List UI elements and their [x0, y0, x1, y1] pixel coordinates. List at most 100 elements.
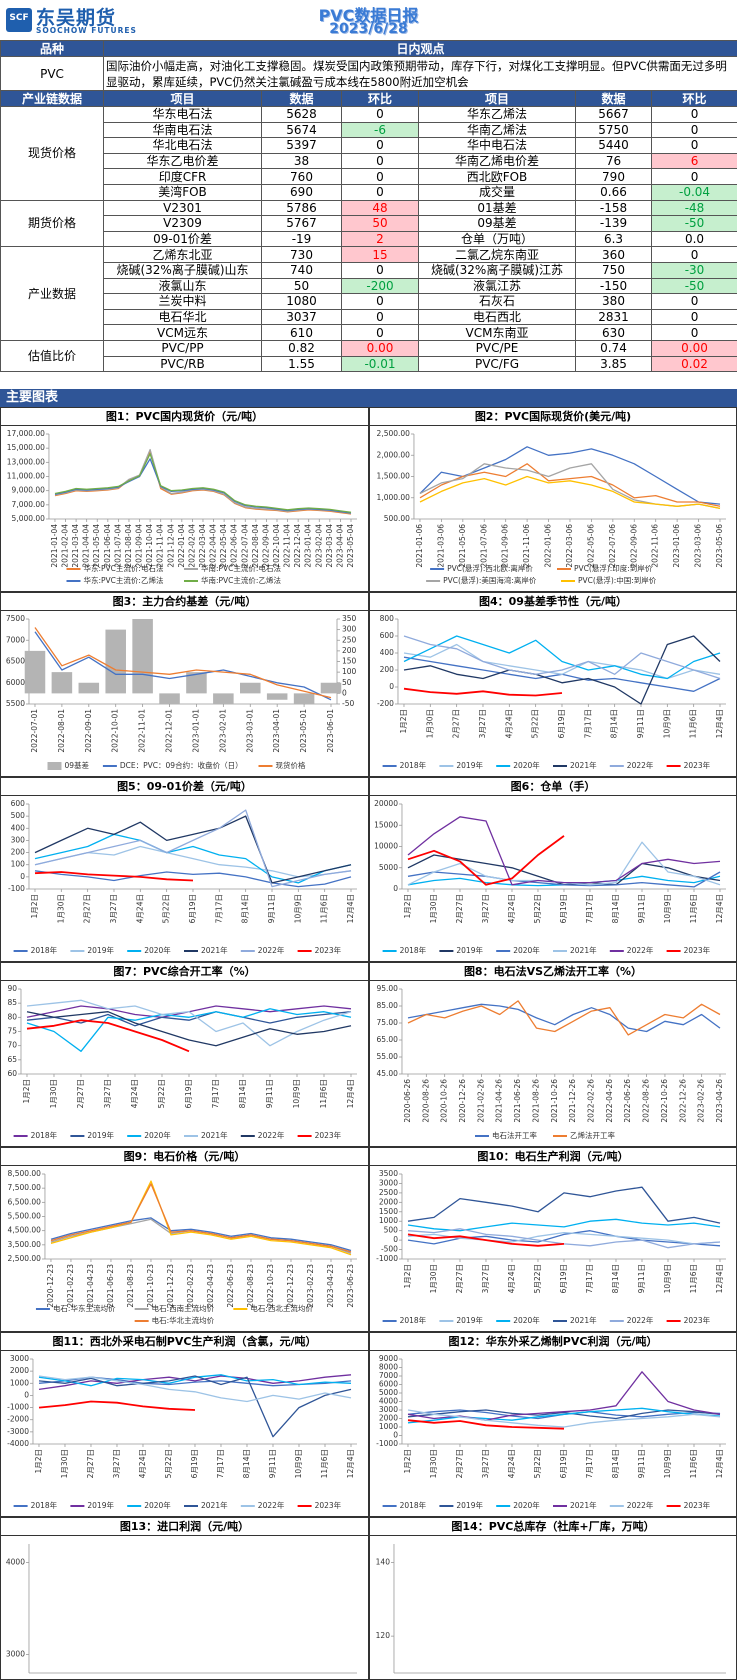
chart-panel: 图12：华东外采乙烯制PVC利润（元/吨） -1000 0 1000 2000 3000 4… [369, 1332, 737, 1517]
x-tick-label: 1月30日 [429, 1449, 438, 1478]
item-cell: VCM远东 [103, 324, 262, 341]
data-table: 品种 日内观点 PVC 国际油价小幅走高，对油化工支撑稳固。煤炭受国内政策预期带动，库… [0, 40, 737, 373]
x-tick-label: 10月9日 [292, 1079, 301, 1108]
y-tick-label: 4000 [6, 1557, 25, 1566]
header-cell: 项目 [418, 90, 576, 107]
series-line [407, 871, 721, 888]
x-tick-label: 10月9日 [663, 1264, 672, 1293]
chart: 120 140 [376, 1544, 726, 1674]
item-cell: 电石华北 [103, 308, 262, 326]
legend-label: 2021年 [201, 1130, 228, 1140]
y-tick-label: 2500 [379, 1188, 398, 1197]
x-tick-label: 5月22日 [531, 709, 540, 738]
x-tick-label: 2022-04-23 [206, 1264, 215, 1308]
x-tick-label: 3月27日 [109, 894, 118, 923]
x-tick-label: 3月27日 [112, 1449, 121, 1478]
x-tick-label: 1月2日 [403, 894, 412, 919]
item-cell: 二氯乙烷东南亚 [418, 246, 576, 263]
series-line [38, 1374, 352, 1387]
y-tick-label: 0 [393, 884, 398, 893]
x-tick-label: 2022-11-04 [283, 524, 292, 568]
legend-label: 2023年 [315, 1130, 342, 1140]
x-tick-label: 11月6日 [689, 1449, 698, 1478]
value-cell: 76 [575, 152, 652, 170]
item-cell: 仓单（万吨） [418, 230, 576, 248]
y2-tick-label: 250 [342, 635, 357, 644]
x-tick-label: 8月14日 [611, 894, 620, 923]
legend-label: 2019年 [456, 760, 483, 770]
y-tick-label: 2,000.00 [377, 450, 411, 459]
report-date: 2023/6/28 [329, 21, 408, 37]
series-line [407, 835, 565, 886]
x-tick-label: 1月2日 [30, 894, 39, 919]
y-tick-label: -100 [8, 884, 25, 893]
x-tick-label: 2022-11-01 [138, 709, 147, 753]
chart-title: 图6：仓单（手） [370, 778, 736, 796]
y-tick-label: 1,500.00 [377, 472, 411, 481]
x-tick-label: 2022-07-06 [608, 524, 617, 568]
bar [293, 693, 315, 704]
legend-label: PVC(悬浮):印度:到岸价 [574, 563, 653, 573]
x-tick-label: 2020-12-26 [458, 1079, 467, 1123]
y-tick-label: 3,500.00 [8, 1240, 42, 1249]
x-tick-label: 6月19日 [188, 894, 197, 923]
x-tick-label: 2021-06-26 [513, 1079, 522, 1123]
x-tick-label: 10月9日 [294, 1449, 303, 1478]
y-tick-label: 70 [7, 1041, 17, 1050]
header: SCF 东吴期货 SOOCHOW FUTURES PVC数据日报 2023/6/… [0, 0, 737, 40]
x-tick-label: 2021-11-04 [156, 524, 165, 568]
chart-title: 图14：PVC总库存（社库+厂库，万吨） [370, 1518, 736, 1536]
x-tick-label: 2021-10-26 [550, 1079, 559, 1123]
x-tick-label: 5月22日 [533, 1449, 542, 1478]
x-tick-label: 2023-06-01 [326, 709, 335, 753]
value-cell: 5674 [261, 121, 342, 139]
chart: 45.00 55.00 65.00 75.00 85.00 95.00 2020-06-26… [376, 984, 726, 1140]
x-tick-label: 2020-12-23 [46, 1264, 55, 1308]
x-tick-label: 2022-10-26 [660, 1079, 669, 1123]
chart-title: 图4：09基差季节性（元/吨） [370, 593, 736, 611]
y-tick-label: 5500 [6, 699, 25, 708]
change-cell: 0 [341, 152, 419, 170]
y-tick-label: 0 [24, 1390, 29, 1399]
change-cell: 0 [650, 308, 737, 326]
x-tick-label: 1月2日 [403, 1264, 412, 1289]
value-cell: 2831 [575, 308, 652, 326]
chart: 60 65 70 75 80 85 90 1月2日 1月30日 2月27日 3月27日 4月24日 5月… [7, 984, 357, 1140]
chart-title: 图9：电石价格（元/吨） [1, 1148, 368, 1166]
table-row: 华东乙电价差 38 0 华南乙烯电价差 76 6 [1, 152, 737, 170]
x-tick-label: 2022-02-23 [186, 1264, 195, 1308]
bar [78, 682, 100, 694]
legend-label: PVC(悬浮):中国:到岸价 [578, 575, 657, 585]
series-line [54, 458, 352, 514]
x-tick-label: 7月17日 [585, 1264, 594, 1293]
y-tick-label: 3500 [379, 1169, 398, 1178]
chart: 2,500.00 3,500.00 4,500.00 5,500.00 6,500.00… [8, 1169, 357, 1325]
y-tick-label: 600 [11, 799, 26, 808]
x-tick-label: 2021-12-04 [166, 524, 175, 568]
x-tick-label: 3月27日 [481, 1264, 490, 1293]
logo-subtitle: SOOCHOW FUTURES [36, 26, 137, 35]
x-tick-label: 3月27日 [481, 894, 490, 923]
y-tick-label: 300 [11, 835, 26, 844]
legend-label: 现货价格 [276, 760, 306, 770]
table-row: 估值比价 PVC/PP 0.82 0.00 PVC/PE 0.74 0.00 [0, 339, 737, 373]
change-cell: 2 [341, 230, 419, 248]
legend-label: 2023年 [315, 1500, 342, 1510]
series-line [407, 1186, 721, 1224]
legend-label: 2020年 [513, 760, 540, 770]
x-tick-label: 2022-02-26 [587, 1079, 596, 1123]
series-line [407, 1218, 721, 1232]
item-cell: PVC/RB [103, 355, 262, 373]
y-tick-label: 3000 [379, 1405, 398, 1414]
item-cell: 09基差 [418, 215, 576, 232]
item-cell: 烧碱(32%离子膜碱)江苏 [418, 261, 576, 279]
y-tick-label: 8000 [379, 1363, 398, 1372]
series-line [38, 1374, 352, 1391]
x-tick-label: 2020-08-26 [421, 1079, 430, 1123]
change-cell: 0 [341, 137, 419, 154]
item-cell: PVC/PP [103, 339, 262, 357]
series-line [403, 635, 721, 705]
legend-label: 2019年 [87, 1500, 114, 1510]
y-tick-label: 2000 [379, 1414, 398, 1423]
